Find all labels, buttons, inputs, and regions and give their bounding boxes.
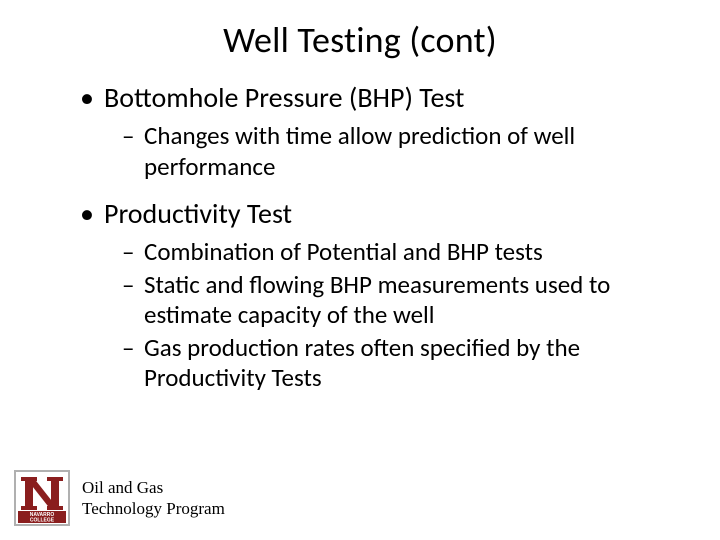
- sub-bullet: Static and flowing BHP measurements used…: [144, 270, 650, 331]
- slide: Well Testing (cont) Bottomhole Pressure …: [0, 0, 720, 540]
- bullet-bhp-sub-group: Changes with time allow prediction of we…: [104, 121, 650, 182]
- slide-content: Bottomhole Pressure (BHP) Test Changes w…: [40, 80, 680, 394]
- logo-text-bottom: COLLEGE: [30, 518, 55, 524]
- bullet-productivity-sub-group: Combination of Potential and BHP tests S…: [104, 237, 650, 394]
- sub-bullet: Changes with time allow prediction of we…: [144, 121, 650, 182]
- sub-bullet: Gas production rates often specified by …: [144, 333, 650, 394]
- slide-footer: NAVARRO COLLEGE Oil and Gas Technology P…: [14, 470, 225, 526]
- bullet-bhp-test: Bottomhole Pressure (BHP) Test: [104, 80, 650, 115]
- slide-title: Well Testing (cont): [40, 18, 680, 62]
- navarro-college-logo-icon: NAVARRO COLLEGE: [14, 470, 70, 526]
- bullet-productivity-test: Productivity Test: [104, 196, 650, 231]
- footer-line1: Oil and Gas: [82, 477, 225, 498]
- footer-line2: Technology Program: [82, 498, 225, 519]
- sub-bullet: Combination of Potential and BHP tests: [144, 237, 650, 268]
- footer-text: Oil and Gas Technology Program: [82, 477, 225, 520]
